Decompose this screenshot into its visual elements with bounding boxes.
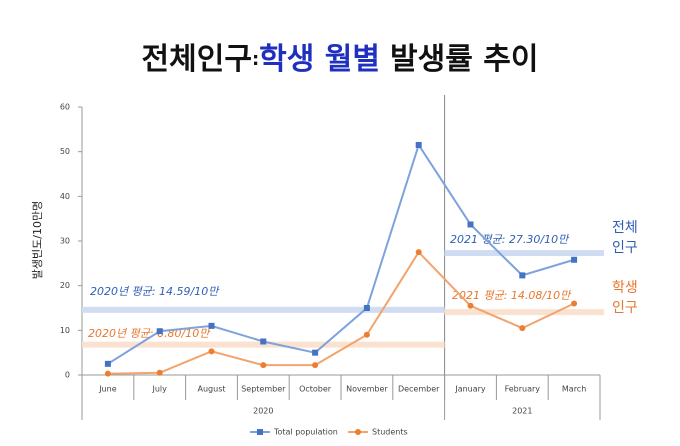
series-line	[107, 250, 575, 375]
y-tick-label: 40	[60, 192, 70, 201]
point	[156, 328, 163, 335]
side-label: 전체	[612, 220, 638, 236]
y-tick-label: 10	[60, 326, 70, 335]
point	[519, 272, 526, 279]
y-tick-label: 50	[60, 147, 70, 156]
average-band	[444, 250, 604, 257]
legend-marker	[257, 429, 263, 435]
average-band	[82, 306, 445, 313]
point	[208, 348, 215, 355]
x-tick-label: November	[346, 385, 388, 394]
point	[260, 338, 267, 345]
point	[571, 256, 578, 263]
point	[104, 360, 111, 367]
y-tick-label: 30	[60, 237, 70, 246]
title-part: 발생률 추이	[390, 42, 538, 77]
legend-marker	[355, 429, 361, 435]
title-part: :	[252, 49, 259, 70]
point	[104, 370, 111, 377]
point	[571, 300, 578, 307]
point	[208, 322, 215, 329]
average-label: 2021 평균: 14.08/10만	[452, 289, 572, 302]
point	[467, 302, 474, 309]
period-label: 2021	[512, 407, 532, 416]
x-tick-label: July	[152, 385, 168, 394]
y-tick-label: 20	[60, 281, 70, 290]
side-label: 인구	[612, 240, 638, 256]
point	[415, 141, 422, 148]
x-tick-label: October	[299, 385, 332, 394]
point	[312, 349, 319, 356]
average-label: 2020년 평균: 14.59/10만	[90, 285, 220, 298]
average-band	[82, 341, 445, 348]
point	[312, 362, 319, 369]
point	[156, 369, 163, 376]
series-line	[107, 142, 575, 365]
side-label: 학생	[612, 280, 638, 296]
chart-title: 전체인구:학생 월별 발생률 추이	[142, 42, 539, 77]
point	[519, 325, 526, 332]
x-tick-label: June	[98, 385, 117, 394]
title-part: 전체인구	[142, 42, 252, 77]
legend-label: Students	[372, 428, 408, 437]
point	[363, 305, 370, 311]
x-tick-label: August	[198, 385, 226, 394]
x-tick-label: January	[454, 385, 486, 394]
period-label: 2020	[253, 407, 273, 416]
average-band	[444, 309, 604, 316]
point	[415, 249, 422, 256]
average-label: 2021 평균: 27.30/10만	[450, 233, 570, 246]
point	[260, 362, 267, 369]
x-tick-label: March	[562, 385, 586, 394]
y-tick-label: 0	[65, 371, 70, 380]
x-tick-label: December	[398, 385, 440, 394]
average-label: 2020년 평균: 6.80/10만	[88, 327, 211, 340]
x-tick-label: February	[505, 385, 541, 394]
y-tick-label: 60	[60, 103, 70, 112]
y-axis-label: 발생빈도/10만명	[31, 201, 44, 279]
point	[363, 331, 370, 338]
x-tick-label: September	[241, 385, 286, 394]
point	[467, 221, 474, 228]
legend-label: Total population	[273, 428, 338, 437]
side-label: 인구	[612, 300, 638, 316]
title-part: 학생 월별	[259, 42, 380, 77]
